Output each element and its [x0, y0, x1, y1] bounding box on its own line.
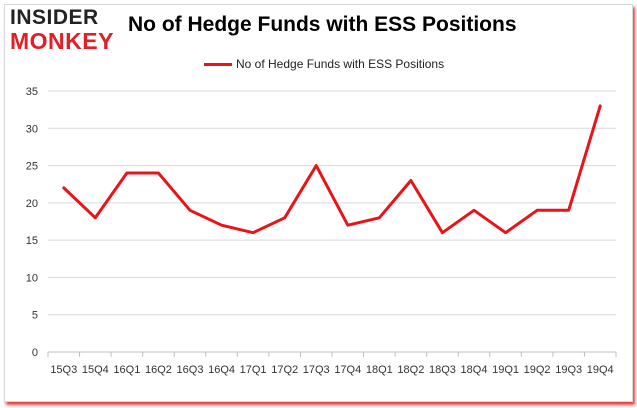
logo-text-bottom: MONKEY: [10, 28, 114, 54]
data-point: [378, 216, 381, 219]
data-point: [441, 231, 444, 234]
data-point: [472, 209, 476, 212]
legend-label: No of Hedge Funds with ESS Positions: [236, 57, 445, 71]
data-point: [125, 171, 129, 175]
insider-monkey-logo: INSIDER MONKEY: [10, 6, 120, 56]
data-point: [62, 186, 65, 190]
x-tick-label: 19Q1: [492, 364, 519, 376]
x-tick-label: 16Q4: [208, 364, 235, 376]
x-tick-label: 19Q4: [587, 364, 614, 376]
x-tick-label: 18Q3: [429, 364, 456, 376]
x-tick-label: 15Q3: [50, 364, 77, 376]
data-point: [283, 216, 286, 219]
data-point: [157, 171, 160, 175]
legend-line-swatch: [204, 62, 232, 66]
chart-title: No of Hedge Funds with ESS Positions: [128, 13, 517, 36]
chart-legend: No of Hedge Funds with ESS Positions: [204, 57, 444, 71]
x-tick-label: 17Q4: [334, 364, 361, 376]
x-tick-label: 18Q4: [461, 364, 488, 376]
y-tick-label: 15: [26, 235, 38, 247]
x-tick-label: 16Q2: [145, 364, 172, 376]
data-point: [251, 231, 255, 234]
x-tick-label: 19Q3: [555, 364, 582, 376]
y-tick-label: 35: [26, 86, 38, 98]
data-point: [315, 164, 318, 167]
y-tick-label: 30: [26, 123, 38, 135]
data-point: [409, 179, 413, 182]
data-point: [220, 224, 223, 227]
x-tick-label: 17Q1: [240, 364, 267, 376]
data-point: [504, 231, 507, 234]
data-point: [567, 209, 570, 212]
data-point: [188, 209, 192, 212]
y-tick-label: 20: [26, 198, 38, 210]
x-tick-label: 16Q3: [177, 364, 204, 376]
y-tick-label: 25: [26, 161, 38, 173]
y-tick-label: 0: [32, 347, 38, 359]
logo-text-top: INSIDER: [10, 6, 99, 29]
x-tick-label: 19Q2: [524, 364, 551, 376]
y-tick-label: 10: [26, 272, 38, 284]
x-tick-label: 18Q2: [397, 364, 424, 376]
x-tick-label: 16Q1: [113, 364, 140, 376]
x-tick-label: 17Q2: [271, 364, 298, 376]
y-tick-label: 5: [32, 310, 38, 322]
x-tick-label: 17Q3: [303, 364, 330, 376]
data-point: [346, 224, 349, 227]
series-line-0: [62, 104, 602, 235]
x-tick-label: 15Q4: [82, 364, 109, 376]
data-point: [94, 216, 97, 219]
x-tick-label: 18Q1: [366, 364, 393, 376]
data-point: [535, 209, 539, 212]
data-point: [599, 104, 602, 108]
